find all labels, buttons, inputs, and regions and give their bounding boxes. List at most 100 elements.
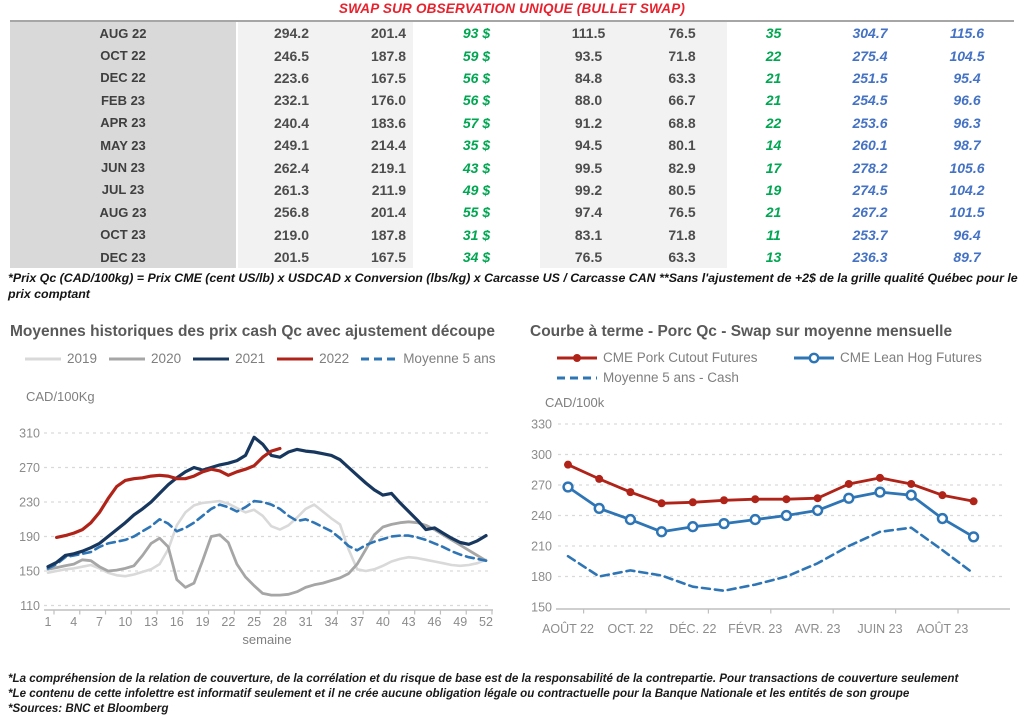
legend-item-2019: 2019 <box>24 351 97 366</box>
svg-text:43: 43 <box>402 615 416 629</box>
legend-label: 2020 <box>151 351 182 366</box>
row-month: DEC 22 <box>10 66 238 90</box>
svg-text:180: 180 <box>531 570 552 584</box>
row-month: OCT 23 <box>10 223 238 246</box>
row-month: APR 23 <box>10 111 238 134</box>
sources-line: *Sources: BNC et Bloomberg <box>8 702 169 715</box>
table-cell: 104.2 <box>949 181 985 198</box>
table-cell: 256.8 <box>238 201 325 224</box>
table-cell: 236.3 <box>852 249 888 266</box>
table-cell: 76.5 <box>637 22 727 45</box>
table-cell: 35 <box>765 25 782 42</box>
svg-text:19: 19 <box>196 615 210 629</box>
price-formula-footnote: *Prix Qc (CAD/100kg) = Prix CME (cent US… <box>8 271 1018 301</box>
table-cell: 187.8 <box>325 223 413 246</box>
svg-text:210: 210 <box>531 540 552 554</box>
table-cell: 278.2 <box>852 159 888 176</box>
svg-text:AVR. 23: AVR. 23 <box>795 622 841 636</box>
table-cell: 57 $ <box>462 114 491 131</box>
historical-prices-plot: 110 150 190 230 270 310 1 4 7 10 13 16 19 22 25 28 31 34 3… <box>19 427 493 647</box>
table-cell: 214.4 <box>325 133 413 157</box>
table-cell: 91.2 <box>540 111 637 134</box>
table-cell: 82.9 <box>637 156 727 179</box>
table-cell: 21 <box>765 204 782 221</box>
svg-text:150: 150 <box>19 565 40 579</box>
table-cell: 211.9 <box>325 178 413 202</box>
historical-prices-chart: Moyennes historiques des prix cash Qc av… <box>0 315 512 667</box>
table-cell: 94.5 <box>540 133 637 157</box>
table-cell: 21 <box>765 69 782 86</box>
table-cell: 232.1 <box>238 89 325 112</box>
svg-text:OCT. 22: OCT. 22 <box>607 622 653 636</box>
svg-text:JUIN 23: JUIN 23 <box>857 622 902 636</box>
legend-line-swatch <box>361 357 398 360</box>
svg-text:34: 34 <box>324 615 338 629</box>
svg-text:13: 13 <box>144 615 158 629</box>
svg-text:270: 270 <box>531 479 552 493</box>
table-cell: 35 $ <box>462 137 491 154</box>
svg-text:25: 25 <box>247 615 261 629</box>
table-cell: 99.5 <box>540 156 637 179</box>
svg-text:190: 190 <box>19 530 40 544</box>
table-cell: 219.1 <box>325 156 413 179</box>
forward-curve-plot: 150 180 210 240 270 300 330 AOÛT 22 OCT. 22 DÉC. … <box>531 418 1010 636</box>
table-cell: 14 <box>765 137 782 154</box>
table-cell: 95.4 <box>953 69 981 86</box>
swap-table: AUG 22 294.2 201.4 93 $111.5 76.5 35 304.7 115.… <box>10 20 1014 269</box>
forward-curve-chart: Courbe à terme - Porc Qc - Swap sur moye… <box>512 315 1024 667</box>
table-cell: 246.5 <box>238 44 325 67</box>
disclaimer-line-1: *La compréhension de la relation de couv… <box>8 672 959 685</box>
table-cell: 261.3 <box>238 178 325 202</box>
table-cell: 56 $ <box>462 92 491 109</box>
legend-label: CME Pork Cutout Futures <box>603 350 758 365</box>
legend-line-swatch <box>25 357 61 360</box>
table-cell: 31 $ <box>462 226 491 243</box>
table-cell: 68.8 <box>637 111 727 134</box>
svg-text:semaine: semaine <box>242 632 291 647</box>
svg-text:310: 310 <box>19 427 40 441</box>
table-cell: 304.7 <box>852 25 888 42</box>
legend-label: 2022 <box>319 351 350 366</box>
table-cell: 22 <box>765 114 782 131</box>
svg-text:330: 330 <box>531 418 552 432</box>
disclaimer-line-2: *Le contenu de cette infolettre est info… <box>8 687 910 700</box>
legend-label: Moyenne 5 ans <box>403 351 496 366</box>
table-cell: 80.1 <box>637 133 727 157</box>
legend-label: CME Lean Hog Futures <box>840 350 982 365</box>
svg-text:FÉVR. 23: FÉVR. 23 <box>728 621 782 636</box>
legend-label: 2021 <box>235 351 266 366</box>
table-cell: 96.6 <box>953 92 981 109</box>
left-chart-legend: 2019 2020 2021 2022 Moyenne 5 ans <box>24 351 507 366</box>
table-cell: 99.2 <box>540 178 637 202</box>
table-cell: 115.6 <box>950 25 984 42</box>
svg-text:150: 150 <box>531 601 552 615</box>
table-cell: 176.0 <box>325 89 413 112</box>
row-month: AUG 23 <box>10 201 238 224</box>
svg-text:1: 1 <box>45 615 52 629</box>
table-cell: 104.5 <box>949 47 985 64</box>
table-cell: 201.4 <box>325 201 413 224</box>
table-cell: 223.6 <box>238 66 325 90</box>
table-cell: 11 <box>766 226 781 243</box>
table-cell: 275.4 <box>852 47 888 64</box>
row-month: JUL 23 <box>10 178 238 202</box>
svg-text:270: 270 <box>19 461 40 475</box>
table-cell: 240.4 <box>238 111 325 134</box>
table-cell: 43 $ <box>462 159 491 176</box>
table-cell: 80.5 <box>637 178 727 202</box>
right-chart-title: Courbe à terme - Porc Qc - Swap sur moye… <box>530 323 953 340</box>
left-y-axis-unit: CAD/100Kg <box>26 389 95 404</box>
table-cell: 83.1 <box>540 223 637 246</box>
legend-item-cme-pork-cutout-futures: CME Pork Cutout Futures <box>556 350 758 365</box>
svg-text:16: 16 <box>170 615 184 629</box>
table-cell: 251.5 <box>852 69 888 86</box>
table-cell: 219.0 <box>238 223 325 246</box>
right-y-axis-unit: CAD/100k <box>545 395 605 410</box>
table-cell: 97.4 <box>540 201 637 224</box>
legend-line-swatch <box>193 357 230 360</box>
table-cell: 262.4 <box>238 156 325 179</box>
table-cell: 55 $ <box>462 204 491 221</box>
svg-text:40: 40 <box>376 615 390 629</box>
svg-text:230: 230 <box>19 496 40 510</box>
table-cell: 167.5 <box>325 245 413 269</box>
